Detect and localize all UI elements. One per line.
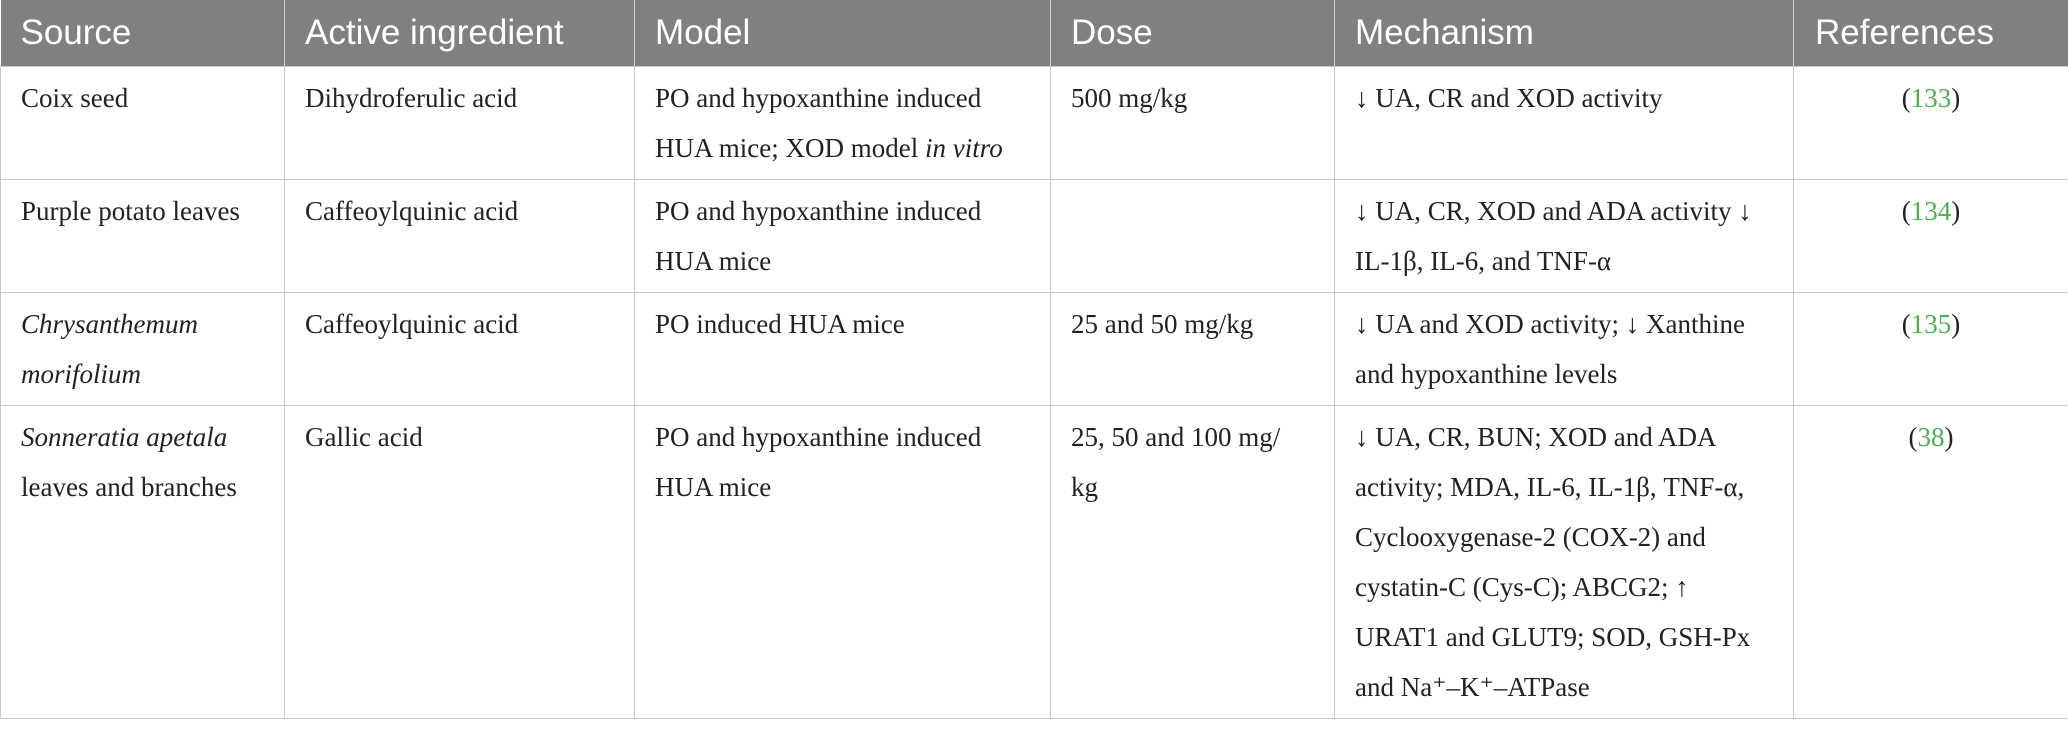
ingredient-text: Caffeoylquinic acid [305, 309, 519, 339]
dose-line: 25, 50 and 100 mg/ [1071, 422, 1281, 452]
mechanism-line: URAT1 and GLUT9; SOD, GSH-Px [1355, 622, 1751, 652]
cell-reference: (133) [1793, 66, 2068, 180]
cell-ingredient: Caffeoylquinic acid [284, 292, 635, 406]
cell-source: Purple potato leaves [0, 179, 285, 293]
header-active-ingredient: Active ingredient [284, 0, 635, 67]
mechanism-line: Cyclooxygenase-2 (COX-2) and [1355, 522, 1706, 552]
header-references: References [1793, 0, 2068, 67]
cell-source: Coix seed [0, 66, 285, 180]
cell-source: Sonneratia apetala leaves and branches [0, 405, 285, 719]
cell-dose: 25, 50 and 100 mg/ kg [1050, 405, 1335, 719]
mechanism-line: ↓ UA, CR, XOD and ADA activity ↓ [1355, 196, 1752, 226]
dose-text: 25 and 50 mg/kg [1071, 309, 1254, 339]
ref-paren-open: ( [1908, 422, 1918, 452]
model-line: PO and hypoxanthine induced [655, 422, 982, 452]
cell-reference: (135) [1793, 292, 2068, 406]
model-text: HUA mice; XOD model [655, 133, 925, 163]
mechanism-line: cystatin-C (Cys-C); ABCG2; ↑ [1355, 572, 1689, 602]
cell-dose: 500 mg/kg [1050, 66, 1335, 180]
reference-link[interactable]: 135 [1910, 309, 1952, 339]
table-row: Chrysanthemum morifolium Caffeoylquinic … [0, 292, 2068, 406]
cell-ingredient: Dihydroferulic acid [284, 66, 635, 180]
reference-link[interactable]: 134 [1910, 196, 1952, 226]
dose-text: 500 mg/kg [1071, 83, 1188, 113]
ref-paren-close: ) [1951, 83, 1961, 113]
ingredient-text: Gallic acid [305, 422, 423, 452]
cell-model: PO induced HUA mice [634, 292, 1051, 406]
model-line: HUA mice [655, 472, 772, 502]
ref-paren-open: ( [1901, 309, 1911, 339]
mechanism-line: and hypoxanthine levels [1355, 359, 1618, 389]
model-line: PO and hypoxanthine induced [655, 83, 982, 113]
mechanism-text: ↓ UA, CR and XOD activity [1355, 83, 1663, 113]
model-line: HUA mice [655, 246, 772, 276]
header-source: Source [0, 0, 285, 67]
source-text: Coix seed [21, 83, 129, 113]
data-table: Source Active ingredient Model Dose Mech… [0, 0, 2068, 719]
dose-line: kg [1071, 472, 1098, 502]
table-row: Sonneratia apetala leaves and branches G… [0, 405, 2068, 719]
ingredient-text: Dihydroferulic acid [305, 83, 518, 113]
cell-ingredient: Caffeoylquinic acid [284, 179, 635, 293]
source-line: Chrysanthemum [21, 309, 198, 339]
mechanism-line: ↓ UA, CR, BUN; XOD and ADA [1355, 422, 1717, 452]
ref-paren-open: ( [1901, 83, 1911, 113]
header-dose: Dose [1050, 0, 1335, 67]
cell-dose [1050, 179, 1335, 293]
cell-reference: (134) [1793, 179, 2068, 293]
model-line: PO and hypoxanthine induced [655, 196, 982, 226]
mechanism-line: ↓ UA and XOD activity; ↓ Xanthine [1355, 309, 1745, 339]
header-mechanism: Mechanism [1334, 0, 1794, 67]
mechanism-line: activity; MDA, IL-6, IL-1β, TNF-α, [1355, 472, 1745, 502]
table-row: Coix seed Dihydroferulic acid PO and hyp… [0, 66, 2068, 180]
table-row: Purple potato leaves Caffeoylquinic acid… [0, 179, 2068, 293]
cell-mechanism: ↓ UA and XOD activity; ↓ Xanthine and hy… [1334, 292, 1794, 406]
source-line: Sonneratia apetala [21, 422, 228, 452]
source-text: Purple potato leaves [21, 196, 240, 226]
ref-paren-open: ( [1901, 196, 1911, 226]
reference-link[interactable]: 133 [1910, 83, 1952, 113]
source-line: leaves and branches [21, 472, 237, 502]
ingredient-text: Caffeoylquinic acid [305, 196, 519, 226]
model-line: HUA mice; XOD model in vitro [655, 123, 1030, 173]
mechanism-line: and Na⁺–K⁺–ATPase [1355, 672, 1590, 702]
model-italic-text: in vitro [924, 133, 1003, 163]
cell-model: PO and hypoxanthine induced HUA mice; XO… [634, 66, 1051, 180]
cell-model: PO and hypoxanthine induced HUA mice [634, 405, 1051, 719]
ref-paren-close: ) [1951, 309, 1961, 339]
ref-paren-close: ) [1944, 422, 1954, 452]
cell-model: PO and hypoxanthine induced HUA mice [634, 179, 1051, 293]
cell-dose: 25 and 50 mg/kg [1050, 292, 1335, 406]
cell-ingredient: Gallic acid [284, 405, 635, 719]
cell-mechanism: ↓ UA, CR, BUN; XOD and ADA activity; MDA… [1334, 405, 1794, 719]
reference-link[interactable]: 38 [1917, 422, 1945, 452]
model-text: PO induced HUA mice [655, 309, 905, 339]
header-model: Model [634, 0, 1051, 67]
source-line: morifolium [21, 359, 142, 389]
table-header-row: Source Active ingredient Model Dose Mech… [0, 0, 2068, 67]
cell-mechanism: ↓ UA, CR and XOD activity [1334, 66, 1794, 180]
cell-mechanism: ↓ UA, CR, XOD and ADA activity ↓ IL-1β, … [1334, 179, 1794, 293]
ref-paren-close: ) [1951, 196, 1961, 226]
cell-source: Chrysanthemum morifolium [0, 292, 285, 406]
cell-reference: (38) [1793, 405, 2068, 719]
mechanism-line: IL-1β, IL-6, and TNF-α [1355, 246, 1612, 276]
